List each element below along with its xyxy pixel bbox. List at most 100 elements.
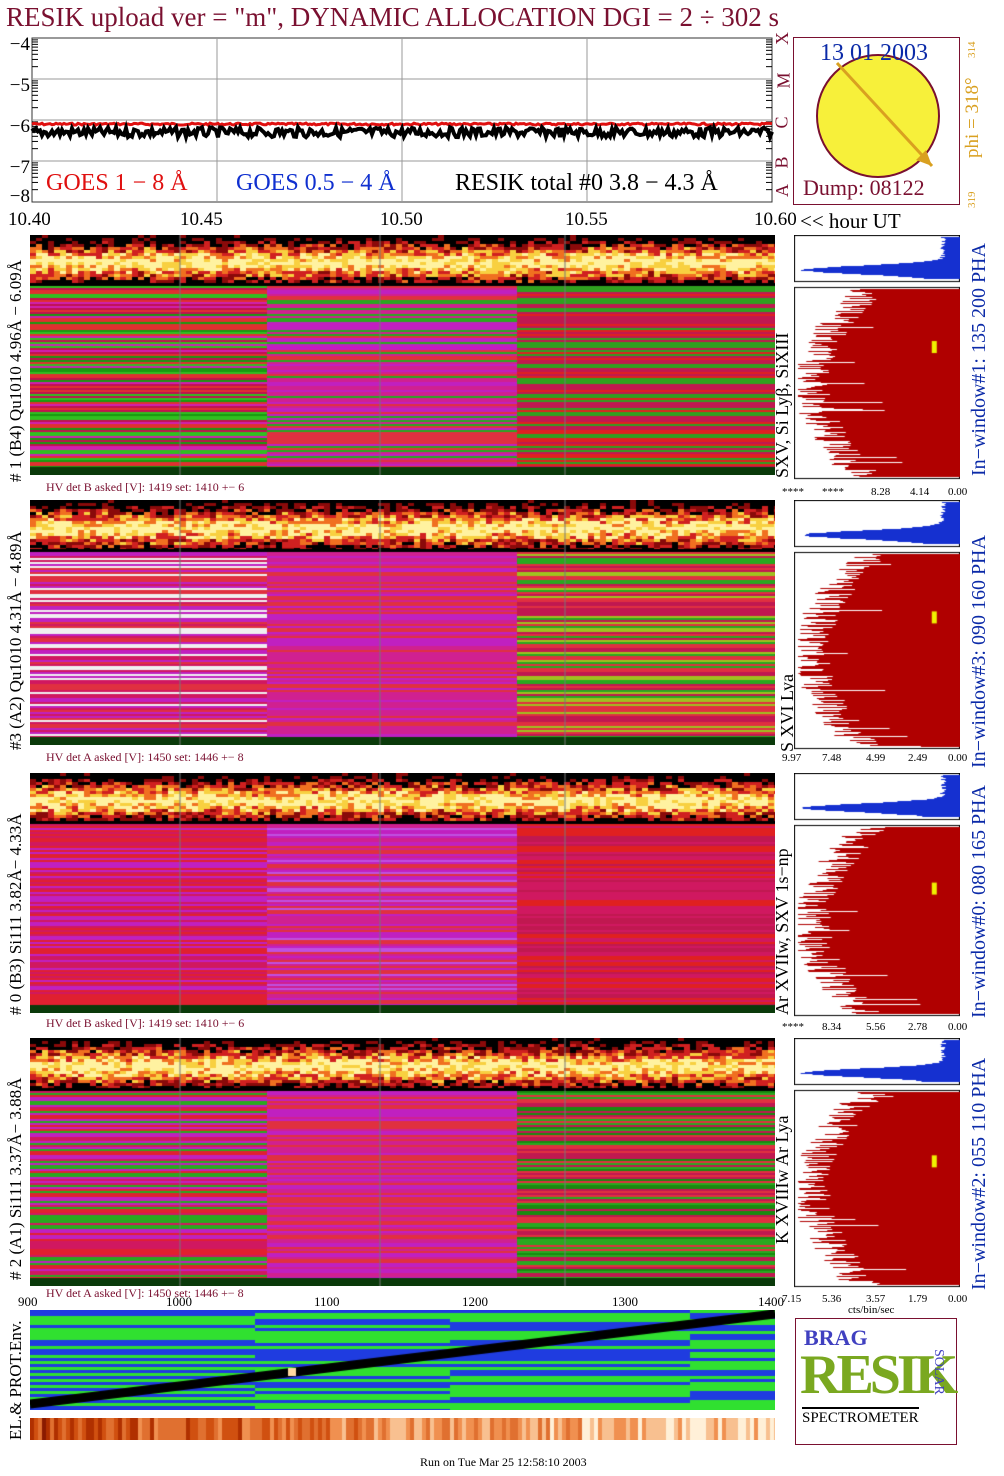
spectrogram-0	[30, 773, 775, 1013]
histogram-0	[794, 773, 960, 1017]
goes-class-m: M	[773, 72, 794, 89]
hist2-tick-4: 0.00	[948, 1293, 968, 1305]
orbit-arrow	[835, 61, 934, 168]
hv-text-1: HV det B asked [V]: 1419 set: 1410 +− 6	[46, 480, 245, 494]
orbit-box	[793, 37, 960, 205]
spectrogram-3	[30, 500, 775, 745]
hist1-tick-2: 8.28	[871, 486, 891, 498]
histogram-canvas-3	[794, 500, 960, 750]
series-resik-total	[30, 120, 774, 145]
line-label-1: SXV, Si Lyβ, SiXIII	[772, 332, 792, 478]
time-tick-1045: 10.45	[180, 209, 223, 230]
hist1-tick-3: 4.14	[910, 486, 930, 498]
detector-label-3: #3 (A2) Qu1010 4.31Å − 4.89Å	[6, 531, 25, 750]
sun-orbit-diagram	[816, 54, 940, 178]
window-label-1: In−window#1: 135 200 PHA	[968, 243, 990, 476]
detector-label-2: # 2 (A1) Si111 3.37Å− 3.88Å	[6, 1077, 25, 1280]
hist0-tick-0: ****	[782, 1021, 804, 1033]
y-tick-minus7: −7	[9, 157, 30, 178]
hist2-tick-1: 5.36	[822, 1293, 842, 1305]
legend-resik-total: RESIK total #0 3.8 − 4.3 Å	[455, 170, 718, 196]
goes-class-c: C	[771, 116, 792, 129]
hist3-tick-0: 9.97	[782, 752, 802, 764]
logo-bottom-word: SPECTROMETER	[802, 1407, 919, 1427]
hv-text-0: HV det B asked [V]: 1419 set: 1410 +− 6	[46, 1016, 245, 1030]
env-tick-1300: 1300	[612, 1294, 638, 1309]
hist3-tick-4: 0.00	[948, 752, 968, 764]
hist2-tick-0: 7.15	[782, 1293, 802, 1305]
goes-class-b: B	[771, 156, 792, 169]
environment-label: EL.& PROT.Env.	[6, 1320, 25, 1440]
hist0-tick-2: 5.56	[866, 1021, 886, 1033]
orbit-phi-top: 314	[966, 41, 978, 59]
hist-unit-label: cts/bin/sec	[848, 1304, 895, 1316]
legend-goes-short: GOES 0.5 − 4 Å	[236, 170, 396, 196]
hist0-tick-3: 2.78	[908, 1021, 928, 1033]
hist0-tick-4: 0.00	[948, 1021, 968, 1033]
histogram-2	[794, 1038, 960, 1288]
sun-disk	[816, 54, 940, 178]
hist3-tick-1: 7.48	[822, 752, 842, 764]
time-tick-1040: 10.40	[8, 209, 51, 230]
spectrogram-1	[30, 235, 775, 475]
orbit-dump: Dump: 08122	[803, 175, 925, 200]
hist0-tick-1: 8.34	[822, 1021, 842, 1033]
y-tick-minus6: −6	[9, 116, 30, 137]
line-label-0: Ar XVIIw, SXV 1s−np	[772, 848, 792, 1015]
hv-text-3: HV det A asked [V]: 1450 set: 1446 +− 8	[46, 750, 244, 764]
orbit-phi-bottom: 319	[966, 191, 978, 209]
logo-main-letters: RESIK	[800, 1344, 958, 1406]
window-label-2: In−window#2: 055 110 PHA	[968, 1057, 990, 1290]
hist1-tick-0: ****	[782, 486, 804, 498]
window-label-3: In−window#3: 090 160 PHA	[968, 535, 990, 768]
logo-top-letters: BRAG	[804, 1325, 868, 1350]
goes-class-a: A	[772, 184, 792, 197]
hist3-tick-3: 2.49	[908, 752, 928, 764]
window-label-0: In−window#0: 080 165 PHA	[968, 785, 990, 1018]
detector-panel-2	[30, 1038, 775, 1286]
run-footer: Run on Tue Mar 25 12:58:10 2003	[420, 1455, 587, 1469]
histogram-canvas-0	[794, 773, 960, 1017]
histogram-3	[794, 500, 960, 750]
legend-goes-long: GOES 1 − 8 Å	[46, 170, 188, 196]
env-tick-900: 900	[18, 1294, 38, 1309]
goes-class-x: X	[772, 32, 792, 45]
env-tick-1100: 1100	[314, 1294, 340, 1309]
orbit-arrow-head	[916, 150, 932, 166]
line-label-2: K XVIIIw Ar Lya	[772, 1115, 792, 1244]
temperature-strip	[30, 1418, 775, 1440]
y-tick-minus8: −8	[9, 186, 30, 207]
detector-label-1: # 1 (B4) Qu1010 4.96Å − 6.09Å	[6, 259, 25, 482]
hv-text-2: HV det A asked [V]: 1450 set: 1446 +− 8	[46, 1286, 244, 1300]
hist3-tick-2: 4.99	[866, 752, 886, 764]
time-unit-label: << hour UT	[800, 209, 901, 233]
hist1-tick-4: 0.00	[948, 486, 968, 498]
time-tick-1055: 10.55	[565, 209, 608, 230]
hist2-tick-2: 3.57	[866, 1293, 886, 1305]
environment-canvas	[30, 1310, 775, 1410]
goes-plot-svg	[30, 37, 774, 203]
env-tick-1200: 1200	[462, 1294, 488, 1309]
spectrogram-2	[30, 1038, 775, 1286]
time-tick-1050: 10.50	[380, 209, 423, 230]
y-tick-minus4: −4	[9, 34, 30, 55]
detector-panel-0	[30, 773, 775, 1013]
temperature-strip-canvas	[30, 1418, 775, 1440]
page-title: RESIK upload ver = "m", DYNAMIC ALLOCATI…	[6, 2, 780, 32]
orbit-date: 13 01 2003	[820, 40, 928, 66]
hist2-tick-3: 1.79	[908, 1293, 928, 1305]
time-tick-1060: 10.60	[754, 209, 797, 230]
resik-logo: BRAG RESIK SOLAR SPECTROMETER	[795, 1318, 958, 1445]
histogram-canvas-2	[794, 1038, 960, 1288]
env-tick-1000: 1000	[166, 1294, 192, 1309]
orbit-phi: phi = 318°	[962, 77, 983, 158]
goes-plot	[0, 30, 780, 205]
detector-panel-1	[30, 235, 775, 475]
histogram-canvas-1	[794, 235, 960, 480]
hist1-tick-1: ****	[822, 486, 844, 498]
detector-label-0: # 0 (B3) Si111 3.82Å− 4.33Å	[6, 813, 25, 1015]
env-tick-1400: 1400	[758, 1294, 784, 1309]
histogram-1	[794, 235, 960, 480]
environment-panel	[30, 1310, 775, 1410]
detector-panel-3	[30, 500, 775, 745]
